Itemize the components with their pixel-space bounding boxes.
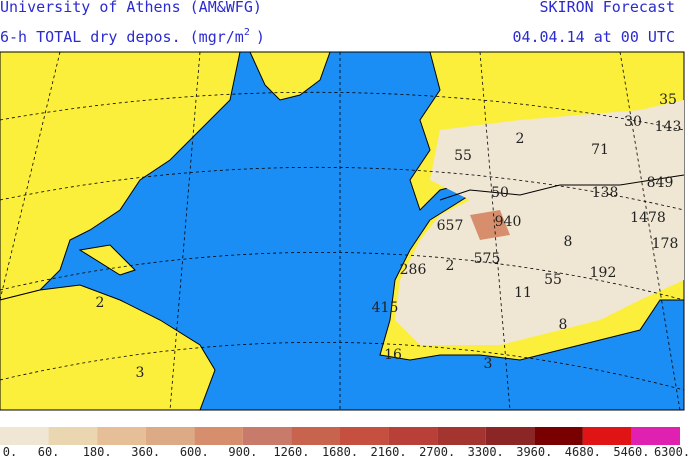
map-value-label: 35 [659,92,677,108]
legend-tick-label: 180. [83,445,112,458]
map-value-label: 1478 [630,210,666,226]
map-value-label: 415 [372,300,399,316]
legend-tick-label: 1680. [322,445,358,458]
south-america [0,284,216,411]
legend-tick-label: 0. [3,445,17,458]
legend-tick-label: 600. [180,445,209,458]
caribbean [78,244,136,276]
legend-tick-label: 1260. [273,445,309,458]
legend-tick-label: 60. [38,445,60,458]
legend-swatch [0,427,49,445]
legend-swatch [48,427,98,445]
unit-close: ) [256,28,265,46]
map-value-label: 178 [652,236,679,252]
unit-power: 2 [244,27,250,38]
map-value-label: 8 [564,234,573,250]
legend-swatch [194,427,243,445]
map-value-label: 138 [592,185,619,201]
legend-swatch [242,427,292,445]
header-right-2: 04.04.14 at 00 UTC [512,28,675,46]
header-right-1: SKIRON Forecast [540,0,675,16]
map-value-label: 940 [495,214,522,230]
dust-peak [470,210,510,240]
legend-tick-label: 900. [228,445,257,458]
legend-swatch [582,427,632,445]
coastline [439,174,685,201]
legend-swatch [388,427,438,445]
graticule [0,51,685,411]
legend-tick-label: 2700. [419,445,455,458]
header-left-1: University of Athens (AM&WFG) [0,0,262,16]
map-value-label: 143 [655,119,682,135]
legend-swatch [534,427,583,445]
legend-tick-label: 3300. [468,445,504,458]
legend-swatch [340,427,389,445]
legend-tick-label: 3960. [516,445,552,458]
map-value-label: 11 [514,285,532,301]
header-left-2: 6-h TOTAL dry depos. (mgr/m2) [0,27,265,46]
legend-swatch [631,427,680,445]
legend-tick-label: 4680. [565,445,601,458]
legend-tick-label: 2160. [371,445,407,458]
legend-tick-label: 5460. [613,445,649,458]
map-value-label: 2 [96,295,105,311]
map-value-label: 30 [624,114,642,130]
map-value-label: 286 [400,262,427,278]
map-value-label: 849 [647,175,674,191]
map-value-label: 16 [384,347,402,363]
dust-area [395,100,684,345]
map-value-label: 8 [559,317,568,333]
map-value-label: 575 [474,251,501,267]
map [0,51,685,411]
map-value-label: 2 [516,131,525,147]
legend-swatch [437,427,486,445]
legend-swatch [145,427,195,445]
map-value-label: 50 [491,185,509,201]
greenland [249,51,331,101]
legend-tick-label: 6300. [654,445,690,458]
legend-swatch [97,427,146,445]
map-value-label: 3 [136,365,145,381]
map-value-label: 55 [544,272,562,288]
legend-swatch [291,427,340,445]
legend-tick-label: 360. [131,445,160,458]
header-text: 6-h TOTAL dry depos. (mgr/m [0,28,244,46]
map-value-label: 2 [446,258,455,274]
map-value-label: 657 [437,218,464,234]
legend-swatch [485,427,535,445]
map-value-label: 55 [454,148,472,164]
map-value-label: 192 [590,265,617,281]
map-value-label: 3 [484,356,493,372]
map-value-label: 71 [591,142,609,158]
